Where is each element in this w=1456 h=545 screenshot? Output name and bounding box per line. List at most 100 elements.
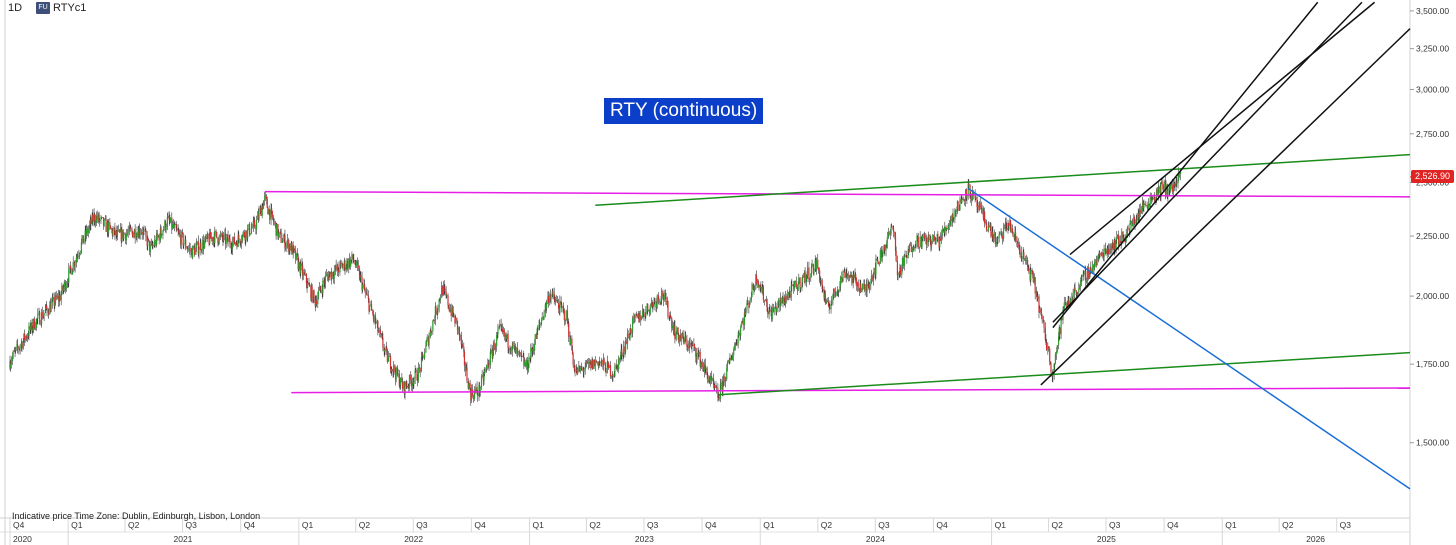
candle-body: [888, 232, 890, 234]
candle-body: [956, 209, 958, 212]
candle-body: [1094, 259, 1096, 262]
candle-body: [293, 245, 295, 249]
candle-body: [80, 250, 82, 254]
candle-body: [56, 295, 58, 299]
candle-body: [180, 234, 182, 245]
candle-body: [178, 231, 180, 233]
candle-body: [793, 281, 795, 289]
candle-body: [268, 209, 270, 215]
candle-body: [545, 304, 547, 309]
candle-body: [58, 295, 60, 301]
candle-body: [164, 221, 166, 229]
candle-body: [747, 302, 749, 304]
candle-body: [587, 361, 589, 364]
candle-body: [580, 367, 582, 372]
candle-body: [720, 382, 722, 385]
symbol-label[interactable]: RTYc1: [53, 2, 87, 14]
candle-body: [1122, 231, 1124, 239]
time-axis[interactable]: Q4 Q1 Q2 Q3 Q4 Q1 Q2 Q3 Q4 Q1 Q2 Q3 Q4 Q1 Q2 Q3 Q4 Q1 Q2 Q3…: [9, 518, 1351, 545]
candle-body: [774, 306, 777, 309]
candle-body: [531, 347, 533, 352]
candle-body: [197, 241, 199, 254]
candle-body: [279, 231, 281, 233]
candle-body: [1057, 336, 1060, 346]
candle-body: [853, 274, 855, 278]
candle-body: [932, 234, 934, 242]
candle-body: [483, 374, 485, 381]
candle-body: [1016, 242, 1019, 245]
candle-body: [1025, 258, 1027, 261]
candle-body: [345, 267, 347, 270]
candle-body: [1133, 216, 1135, 225]
candle-body: [10, 360, 12, 365]
candle-body: [1085, 270, 1087, 282]
candle-body: [257, 214, 259, 220]
candle-body: [1094, 261, 1096, 269]
candle-body: [1100, 252, 1102, 256]
candle-body: [782, 296, 784, 302]
candle-body: [350, 259, 352, 267]
year-label: 2023: [635, 534, 654, 544]
candle-body: [81, 235, 83, 243]
candle-body: [735, 343, 737, 345]
candle-body: [501, 328, 503, 333]
candle-body: [653, 300, 655, 308]
candle-body: [379, 329, 381, 334]
candle-body: [870, 280, 872, 285]
candle-body: [1116, 234, 1118, 238]
candle-body: [656, 295, 658, 303]
quarter-label: Q1: [71, 520, 83, 530]
candle-body: [459, 335, 461, 336]
candle-body: [744, 312, 746, 316]
candle-body: [36, 318, 38, 320]
candle-body: [1102, 256, 1105, 258]
candle-body: [885, 245, 887, 251]
candle-body: [1020, 252, 1022, 260]
candle-body: [323, 280, 325, 283]
candle-body: [132, 231, 134, 238]
candle-body: [996, 238, 998, 243]
candle-body: [1164, 181, 1166, 189]
candle-body: [644, 315, 646, 317]
candle-body: [628, 336, 631, 339]
candle-body: [1001, 231, 1003, 236]
candle-body: [826, 300, 828, 302]
candle-body: [1169, 187, 1171, 191]
candle-body: [629, 328, 631, 339]
candle-body: [250, 228, 253, 234]
candle-body: [659, 302, 661, 303]
candle-body: [981, 208, 983, 210]
candle-body: [668, 316, 670, 318]
candle-body: [812, 263, 814, 274]
last-price-tag: 2,526.90: [1411, 169, 1454, 183]
trendlines: [264, 1, 1413, 490]
candle-body: [101, 217, 103, 218]
candle-body: [15, 347, 17, 351]
candle-body: [972, 191, 974, 200]
candle-body: [510, 350, 512, 352]
price-axis[interactable]: 1,500.001,750.002,000.002,250.002,500.00…: [1410, 6, 1449, 448]
candle-body: [273, 222, 275, 224]
candle-body: [244, 236, 246, 241]
candle-body: [1061, 317, 1063, 321]
candle-body: [212, 237, 215, 242]
candle-body: [987, 230, 989, 231]
candle-body: [877, 262, 880, 264]
candle-body: [988, 225, 990, 228]
candle-body: [154, 239, 156, 246]
candle-body: [917, 236, 919, 248]
candle-body: [987, 225, 990, 231]
candle-body: [189, 248, 191, 252]
interval-label[interactable]: 1D: [8, 2, 23, 14]
candle-body: [83, 239, 85, 244]
candle-body: [832, 288, 835, 295]
candle-body: [652, 303, 654, 308]
candle-body: [784, 296, 787, 303]
candle-body: [231, 248, 233, 250]
year-label: 2024: [866, 534, 885, 544]
candle-body: [783, 296, 785, 304]
candle-body: [276, 224, 278, 236]
candle-body: [237, 234, 239, 247]
candle-body: [948, 225, 950, 230]
